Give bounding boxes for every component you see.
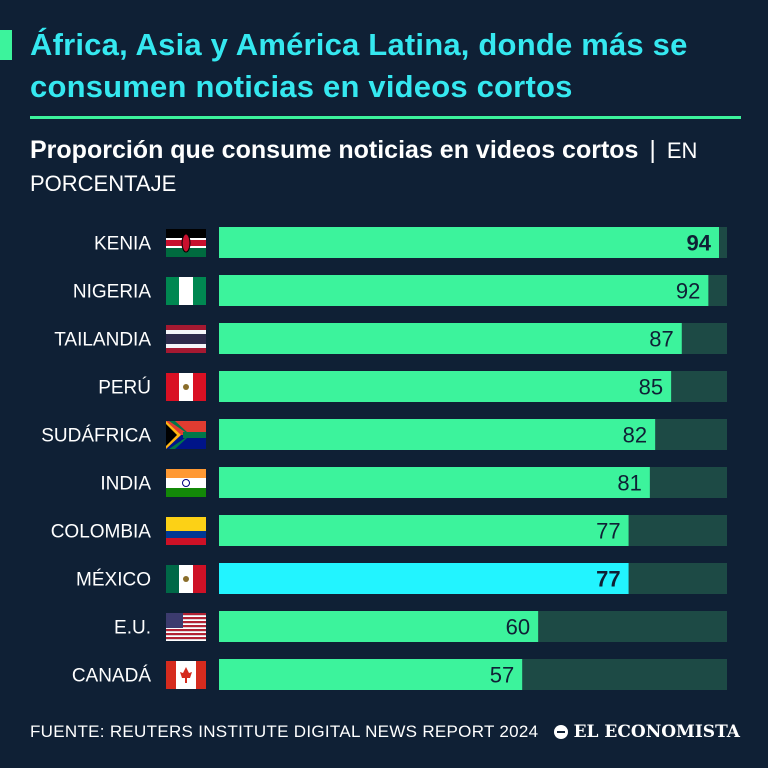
data-label: 57 — [490, 663, 514, 688]
data-label: 87 — [649, 327, 673, 352]
bar — [219, 323, 682, 354]
bar — [219, 467, 650, 498]
brand-name: EL ECONOMISTA — [573, 722, 740, 742]
canada-flag — [166, 661, 206, 689]
data-label: 92 — [676, 279, 700, 304]
bar — [219, 227, 719, 258]
category-label: INDIA — [100, 474, 151, 495]
bar — [219, 563, 629, 594]
subtitle-text: Proporción que consume noticias en video… — [30, 136, 639, 164]
brand-logo: EL ECONOMISTA — [553, 722, 740, 742]
category-label: MÉXICO — [76, 570, 151, 591]
title-divider — [30, 116, 741, 119]
category-label: E.U. — [114, 618, 151, 639]
bar — [219, 659, 523, 690]
nigeria-flag — [166, 277, 206, 305]
subtitle-separator: | — [649, 136, 656, 164]
data-label: 81 — [617, 471, 641, 496]
subtitle-unit: EN PORCENTAJE — [30, 138, 698, 196]
brand-icon — [553, 725, 568, 739]
data-label: 77 — [596, 567, 620, 592]
accent-tab — [0, 30, 12, 60]
usa-flag — [166, 613, 206, 641]
category-label: TAILANDIA — [54, 330, 151, 351]
data-label: 85 — [639, 375, 663, 400]
bar — [219, 515, 629, 546]
bar — [219, 275, 709, 306]
data-label: 94 — [687, 231, 712, 256]
bar — [219, 611, 539, 642]
data-label: 82 — [623, 423, 647, 448]
kenya-flag — [166, 229, 206, 257]
colombia-flag — [166, 517, 206, 545]
mexico-flag — [166, 565, 206, 593]
south-africa-flag — [166, 421, 206, 449]
chart-title: África, Asia y América Latina, donde más… — [30, 27, 688, 104]
category-label: PERÚ — [98, 377, 151, 399]
category-label: KENIA — [94, 234, 151, 255]
chart-subtitle: Proporción que consume noticias en video… — [30, 134, 730, 200]
india-flag — [166, 469, 206, 497]
source-note: FUENTE: REUTERS INSTITUTE DIGITAL NEWS R… — [30, 722, 539, 741]
category-label: NIGERIA — [73, 282, 151, 303]
thailand-flag — [166, 325, 206, 353]
data-label: 77 — [596, 519, 620, 544]
category-label: CANADÁ — [72, 666, 152, 687]
category-label: SUDÁFRICA — [41, 426, 151, 447]
bar — [219, 371, 672, 402]
data-label: 60 — [506, 615, 530, 640]
bar — [219, 419, 656, 450]
peru-flag — [166, 373, 206, 401]
category-label: COLOMBIA — [51, 522, 152, 543]
